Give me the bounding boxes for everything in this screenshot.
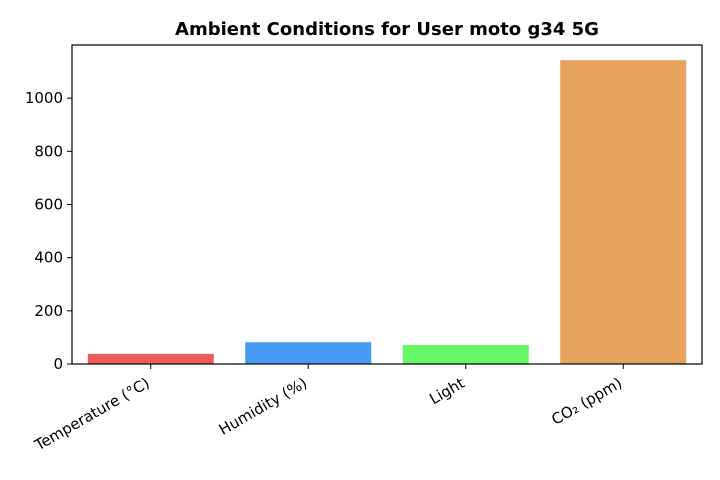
y-tick-label: 400 [34, 249, 63, 267]
x-tick-label: Humidity (%) [216, 374, 311, 439]
bars [87, 60, 687, 365]
bar [560, 60, 687, 365]
x-axis: Temperature (°C) Humidity (%) Light CO₂ (pp… [31, 364, 625, 455]
y-tick-label: 1000 [25, 89, 63, 107]
y-tick-label: 0 [53, 355, 63, 373]
plot-frame [71, 44, 703, 365]
bar [245, 342, 372, 364]
x-tick-label: CO₂ (ppm) [548, 374, 625, 429]
bar [87, 353, 214, 364]
y-tick-label: 800 [34, 142, 63, 160]
x-tick-label: Light [426, 374, 468, 408]
y-tick-label: 600 [34, 196, 63, 214]
y-tick-label: 200 [34, 302, 63, 320]
bar [402, 345, 529, 364]
y-axis: 0 200 400 600 800 1000 [25, 89, 72, 373]
x-tick-label: Temperature (°C) [31, 374, 153, 455]
chart-title: Ambient Conditions for User moto g34 5G [175, 19, 599, 40]
